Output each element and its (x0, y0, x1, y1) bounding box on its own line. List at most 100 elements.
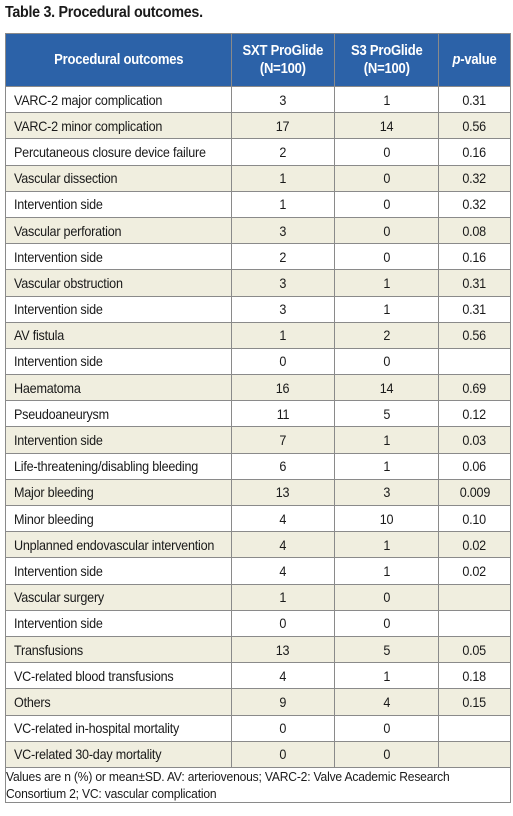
sxt-value: 4 (279, 510, 287, 527)
sxt-value: 1 (279, 170, 287, 187)
sxt-value-cell: 13 (231, 635, 335, 664)
outcome-label: Intervention side (14, 301, 103, 318)
header-outcome-label: Procedural outcomes (53, 52, 184, 68)
outcome-label-cell: Vascular dissection (5, 164, 232, 192)
p-value: 0.31 (462, 301, 487, 318)
outcome-label-cell: Intervention side (5, 295, 232, 323)
table-row: Percutaneous closure device failure 2 0 0.1… (5, 138, 511, 166)
sxt-value-cell: 3 (231, 85, 335, 114)
sxt-value-cell: 9 (231, 688, 335, 716)
p-value: 0.12 (462, 405, 487, 422)
sxt-value: 0 (279, 353, 287, 370)
s3-value-cell: 1 (334, 426, 439, 454)
p-value: 0.10 (462, 510, 487, 527)
outcome-label-cell: AV fistula (5, 321, 232, 349)
header-sxt-n: (N=100) (260, 61, 306, 77)
s3-value: 1 (383, 91, 390, 108)
outcome-label: Vascular perforation (14, 222, 122, 239)
table-row: VC-related 30-day mortality 0 0 (5, 740, 511, 768)
s3-value-cell: 1 (334, 557, 439, 585)
s3-value: 0 (383, 746, 390, 763)
s3-value: 0 (383, 143, 390, 160)
outcome-label-cell: Percutaneous closure device failure (5, 138, 232, 166)
sxt-value-cell: 4 (231, 557, 335, 585)
p-value: 0.03 (462, 432, 487, 449)
table-row: Vascular dissection 1 0 0.32 (5, 164, 511, 192)
sxt-value: 4 (279, 667, 287, 684)
p-value: 0.18 (462, 667, 487, 684)
p-value: 0.02 (462, 562, 487, 579)
p-value: 0.31 (462, 91, 487, 108)
sxt-value-cell: 3 (231, 216, 335, 245)
table-row: Pseudoaneurysm 11 5 0.12 (5, 400, 511, 428)
table-footer: Values are n (%) or mean±SD. AV: arterio… (5, 766, 511, 803)
s3-value: 3 (383, 484, 390, 501)
sxt-value: 11 (276, 405, 290, 422)
s3-value: 4 (383, 693, 390, 710)
outcome-label: VARC-2 major complication (14, 91, 163, 108)
table-row: AV fistula 1 2 0.56 (5, 321, 511, 349)
sxt-value: 1 (279, 327, 287, 344)
s3-value-cell: 14 (334, 112, 439, 140)
table-row: Haematoma 16 14 0.69 (5, 374, 511, 402)
s3-value-cell: 5 (334, 400, 439, 428)
outcome-label: Intervention side (14, 353, 103, 370)
p-value-cell: 0.06 (438, 452, 511, 480)
outcome-label: Major bleeding (14, 484, 94, 501)
s3-value: 14 (379, 379, 394, 396)
outcome-label: Life-threatening/disabling bleeding (14, 458, 199, 475)
p-value-cell: 0.32 (438, 190, 511, 218)
header-p-value: p-value (438, 33, 511, 87)
s3-value-cell: 4 (334, 688, 439, 716)
table-row: Minor bleeding 4 10 0.10 (5, 504, 511, 533)
footnote-cell: Values are n (%) or mean±SD. AV: arterio… (5, 766, 511, 803)
sxt-value-cell: 4 (231, 531, 335, 559)
sxt-value: 4 (279, 562, 287, 579)
outcome-label-cell: Intervention side (5, 426, 232, 454)
p-value-cell (438, 740, 511, 768)
p-value: 0.05 (462, 641, 487, 658)
sxt-value-cell: 6 (231, 452, 335, 480)
s3-value-cell: 0 (334, 164, 439, 192)
p-value-cell: 0.18 (438, 662, 511, 690)
p-value-cell: 0.32 (438, 164, 511, 192)
s3-value: 14 (379, 117, 394, 134)
table-row: VARC-2 major complication 3 1 0.31 (5, 85, 511, 114)
sxt-value: 17 (276, 117, 290, 134)
sxt-value-cell: 13 (231, 478, 335, 507)
table-row: VARC-2 minor complication 17 14 0.56 (5, 112, 511, 140)
p-value-cell (438, 714, 511, 742)
table-row: Others 9 4 0.15 (5, 688, 511, 716)
s3-value-cell: 0 (334, 138, 439, 166)
sxt-value: 2 (279, 248, 287, 265)
outcome-label: Vascular dissection (14, 170, 118, 187)
p-value-cell: 0.15 (438, 688, 511, 716)
header-s3: S3 ProGlide (N=100) (334, 33, 439, 87)
p-value: 0.56 (462, 117, 487, 134)
sxt-value-cell: 11 (231, 400, 335, 428)
p-value-cell: 0.31 (438, 295, 511, 323)
footnote-row: Values are n (%) or mean±SD. AV: arterio… (5, 766, 511, 803)
p-value-cell: 0.10 (438, 504, 511, 533)
sxt-value: 16 (276, 379, 290, 396)
s3-value: 2 (383, 327, 390, 344)
sxt-value-cell: 3 (231, 295, 335, 323)
sxt-value-cell: 17 (231, 112, 335, 140)
table-row: Intervention side 0 0 (5, 609, 511, 637)
s3-value: 0 (383, 248, 390, 265)
p-value-cell: 0.69 (438, 374, 511, 402)
outcome-label-cell: Intervention side (5, 190, 232, 218)
sxt-value: 0 (279, 615, 287, 632)
table-row: VC-related in-hospital mortality 0 0 (5, 714, 511, 742)
p-value-cell: 0.08 (438, 216, 511, 245)
p-value-cell: 0.02 (438, 531, 511, 559)
sxt-value-cell: 0 (231, 740, 335, 768)
p-value: 0.56 (462, 327, 487, 344)
outcome-label-cell: Unplanned endovascular intervention (5, 531, 232, 559)
s3-value: 0 (383, 589, 390, 606)
s3-value-cell: 0 (334, 347, 439, 376)
s3-value-cell: 1 (334, 85, 439, 114)
s3-value-cell: 1 (334, 662, 439, 690)
outcome-label: VC-related in-hospital mortality (14, 720, 180, 737)
